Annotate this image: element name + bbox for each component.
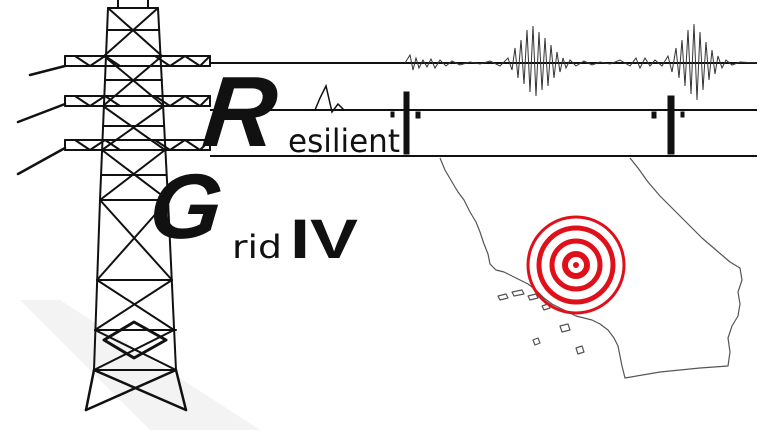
tower-lower-body: [93, 199, 177, 371]
tower-mast: [99, 0, 169, 201]
epicenter-target-icon: [526, 215, 626, 315]
logo-numeral-iv: IV: [290, 207, 358, 270]
tick-marks: [390, 91, 685, 155]
transmission-tower-icon: [16, 0, 211, 412]
ground-shadow: [20, 300, 260, 430]
california-map-icon: [439, 157, 743, 379]
logo-initial-r: R: [198, 56, 282, 168]
tower-crossarms: [64, 55, 211, 151]
logo-initial-g: G: [145, 154, 227, 258]
logo-word-grid: rid: [232, 228, 282, 266]
logo-word-resilient: esilient: [288, 122, 400, 160]
tower-legs: [84, 368, 188, 412]
seismogram-icon: [210, 23, 758, 157]
pulse-spike: [305, 83, 360, 114]
seismogram-trace-top: [404, 23, 758, 101]
left-power-lines: [16, 64, 67, 176]
logo-wordmark: R esilient G rid IV: [145, 56, 400, 270]
